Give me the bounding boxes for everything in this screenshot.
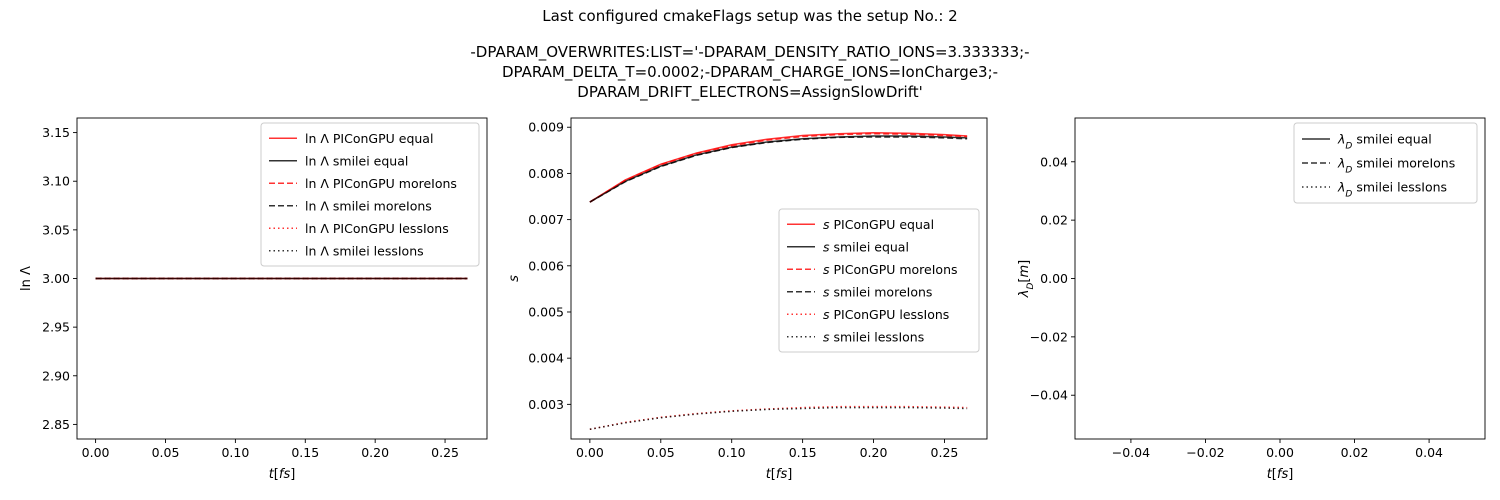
y-tick-label: 0.003	[528, 397, 564, 412]
figure-title-line-3: DPARAM_DELTA_T=0.0002;-DPARAM_CHARGE_ION…	[501, 63, 999, 81]
x-tick-label: −0.02	[1186, 445, 1224, 460]
y-tick-label: −0.04	[1030, 388, 1068, 403]
y-tick-label: 2.90	[42, 368, 70, 383]
y-tick-label: 0.04	[1040, 154, 1068, 169]
subplot-s: 0.00 0.05 0.10 0.15 0.20 0.25 0.003 0.004 0.005 0…	[507, 117, 988, 482]
legend-box	[778, 208, 980, 353]
legend-entry: s PIConGPU equal	[823, 217, 934, 232]
figure-title-line-1: Last configured cmakeFlags setup was the…	[542, 7, 958, 25]
figure-title-line-2: -DPARAM_OVERWRITES:LIST='-DPARAM_DENSITY…	[470, 43, 1030, 61]
series-line-1	[589, 135, 968, 203]
legend-entry: λD smilei lessIons	[1337, 180, 1447, 200]
y-tick-label: 0.005	[528, 304, 564, 319]
legend-entry: ln Λ smilei moreIons	[305, 198, 432, 213]
legend-entry: s smilei lessIons	[823, 329, 924, 344]
legend: λD smilei equal λD smilei moreIons λD smil…	[1293, 122, 1478, 204]
x-tick-label: 0.10	[221, 445, 249, 460]
series-line-0	[589, 132, 968, 203]
legend-entry: s smilei equal	[823, 239, 909, 254]
x-tick-label: 0.05	[152, 445, 180, 460]
x-tick-label: 0.02	[1341, 445, 1369, 460]
legend-entry: ln Λ smilei equal	[305, 153, 408, 168]
y-tick-label: 2.95	[42, 320, 70, 335]
x-tick-label: 0.00	[1266, 445, 1294, 460]
x-tick-label: 0.20	[860, 445, 888, 460]
y-tick-label: 3.05	[42, 222, 70, 237]
y-tick-label: 0.006	[528, 258, 564, 273]
legend-entry: ln Λ smilei lessIons	[305, 243, 424, 258]
y-axis-label: λD[m]	[1017, 260, 1036, 298]
y-tick-label: −0.02	[1030, 329, 1068, 344]
x-tick-label: 0.15	[291, 445, 319, 460]
subplot-ln-lambda: 0.00 0.05 0.10 0.15 0.20 0.25 2.85 2.90 2.95 3.00…	[19, 117, 488, 482]
series-line-4	[589, 405, 968, 431]
legend-entry: ln Λ PIConGPU equal	[305, 131, 433, 146]
x-axis-label: t[fs]	[269, 467, 296, 482]
legend-entry: s smilei moreIons	[823, 284, 932, 299]
figure-title-line-4: DPARAM_DRIFT_ELECTRONS=AssignSlowDrift'	[577, 83, 923, 101]
x-tick-label: 0.20	[361, 445, 389, 460]
x-tick-label: 0.00	[576, 445, 604, 460]
x-tick-label: −0.04	[1112, 445, 1150, 460]
x-tick-label: 0.00	[82, 445, 110, 460]
legend: s PIConGPU equal s smilei equal s PIConGPU…	[778, 208, 980, 353]
y-tick-label: 0.007	[528, 212, 564, 227]
legend-box	[1293, 122, 1478, 204]
y-tick-label: 0.008	[528, 166, 564, 181]
figure-title: Last configured cmakeFlags setup was the…	[0, 6, 1500, 102]
y-tick-label: 0.02	[1040, 213, 1068, 228]
x-tick-label: 0.04	[1415, 445, 1443, 460]
legend-box	[260, 122, 480, 267]
legend-entry: ln Λ PIConGPU moreIons	[305, 176, 457, 191]
x-tick-label: 0.05	[647, 445, 675, 460]
x-tick-label: 0.25	[431, 445, 459, 460]
y-axis-label: ln Λ	[19, 266, 34, 291]
series-line-5	[589, 406, 968, 431]
plot-area	[589, 132, 968, 431]
series-line-3	[589, 136, 968, 203]
x-axis-label: t[fs]	[766, 467, 793, 482]
legend-entry: λD smilei moreIons	[1337, 156, 1455, 176]
legend-entry: λD smilei equal	[1337, 132, 1432, 152]
y-tick-label: 3.00	[42, 271, 70, 286]
y-tick-label: 3.10	[42, 174, 70, 189]
y-tick-label: 0.004	[528, 351, 564, 366]
y-tick-label: 3.15	[42, 125, 70, 140]
y-tick-label: 2.85	[42, 417, 70, 432]
y-tick-label: 0.00	[1040, 271, 1068, 286]
series-line-2	[589, 132, 968, 203]
x-axis-label: t[fs]	[1267, 467, 1294, 482]
legend: ln Λ PIConGPU equal ln Λ smilei equal ln Λ…	[260, 122, 480, 267]
axes-frame	[570, 117, 988, 440]
x-tick-label: 0.25	[931, 445, 959, 460]
x-tick-label: 0.10	[718, 445, 746, 460]
legend-entry: s PIConGPU moreIons	[823, 262, 958, 277]
legend-entry: s PIConGPU lessIons	[823, 307, 949, 322]
y-axis-label: s	[507, 275, 522, 282]
subplot-debye-length: −0.04 −0.02 0.00 0.02 0.04 −0.04 −0.02 0.00 0.02…	[1017, 117, 1486, 482]
y-tick-label: 0.009	[528, 120, 564, 135]
legend-entry: ln Λ PIConGPU lessIons	[305, 221, 449, 236]
x-tick-label: 0.15	[789, 445, 817, 460]
